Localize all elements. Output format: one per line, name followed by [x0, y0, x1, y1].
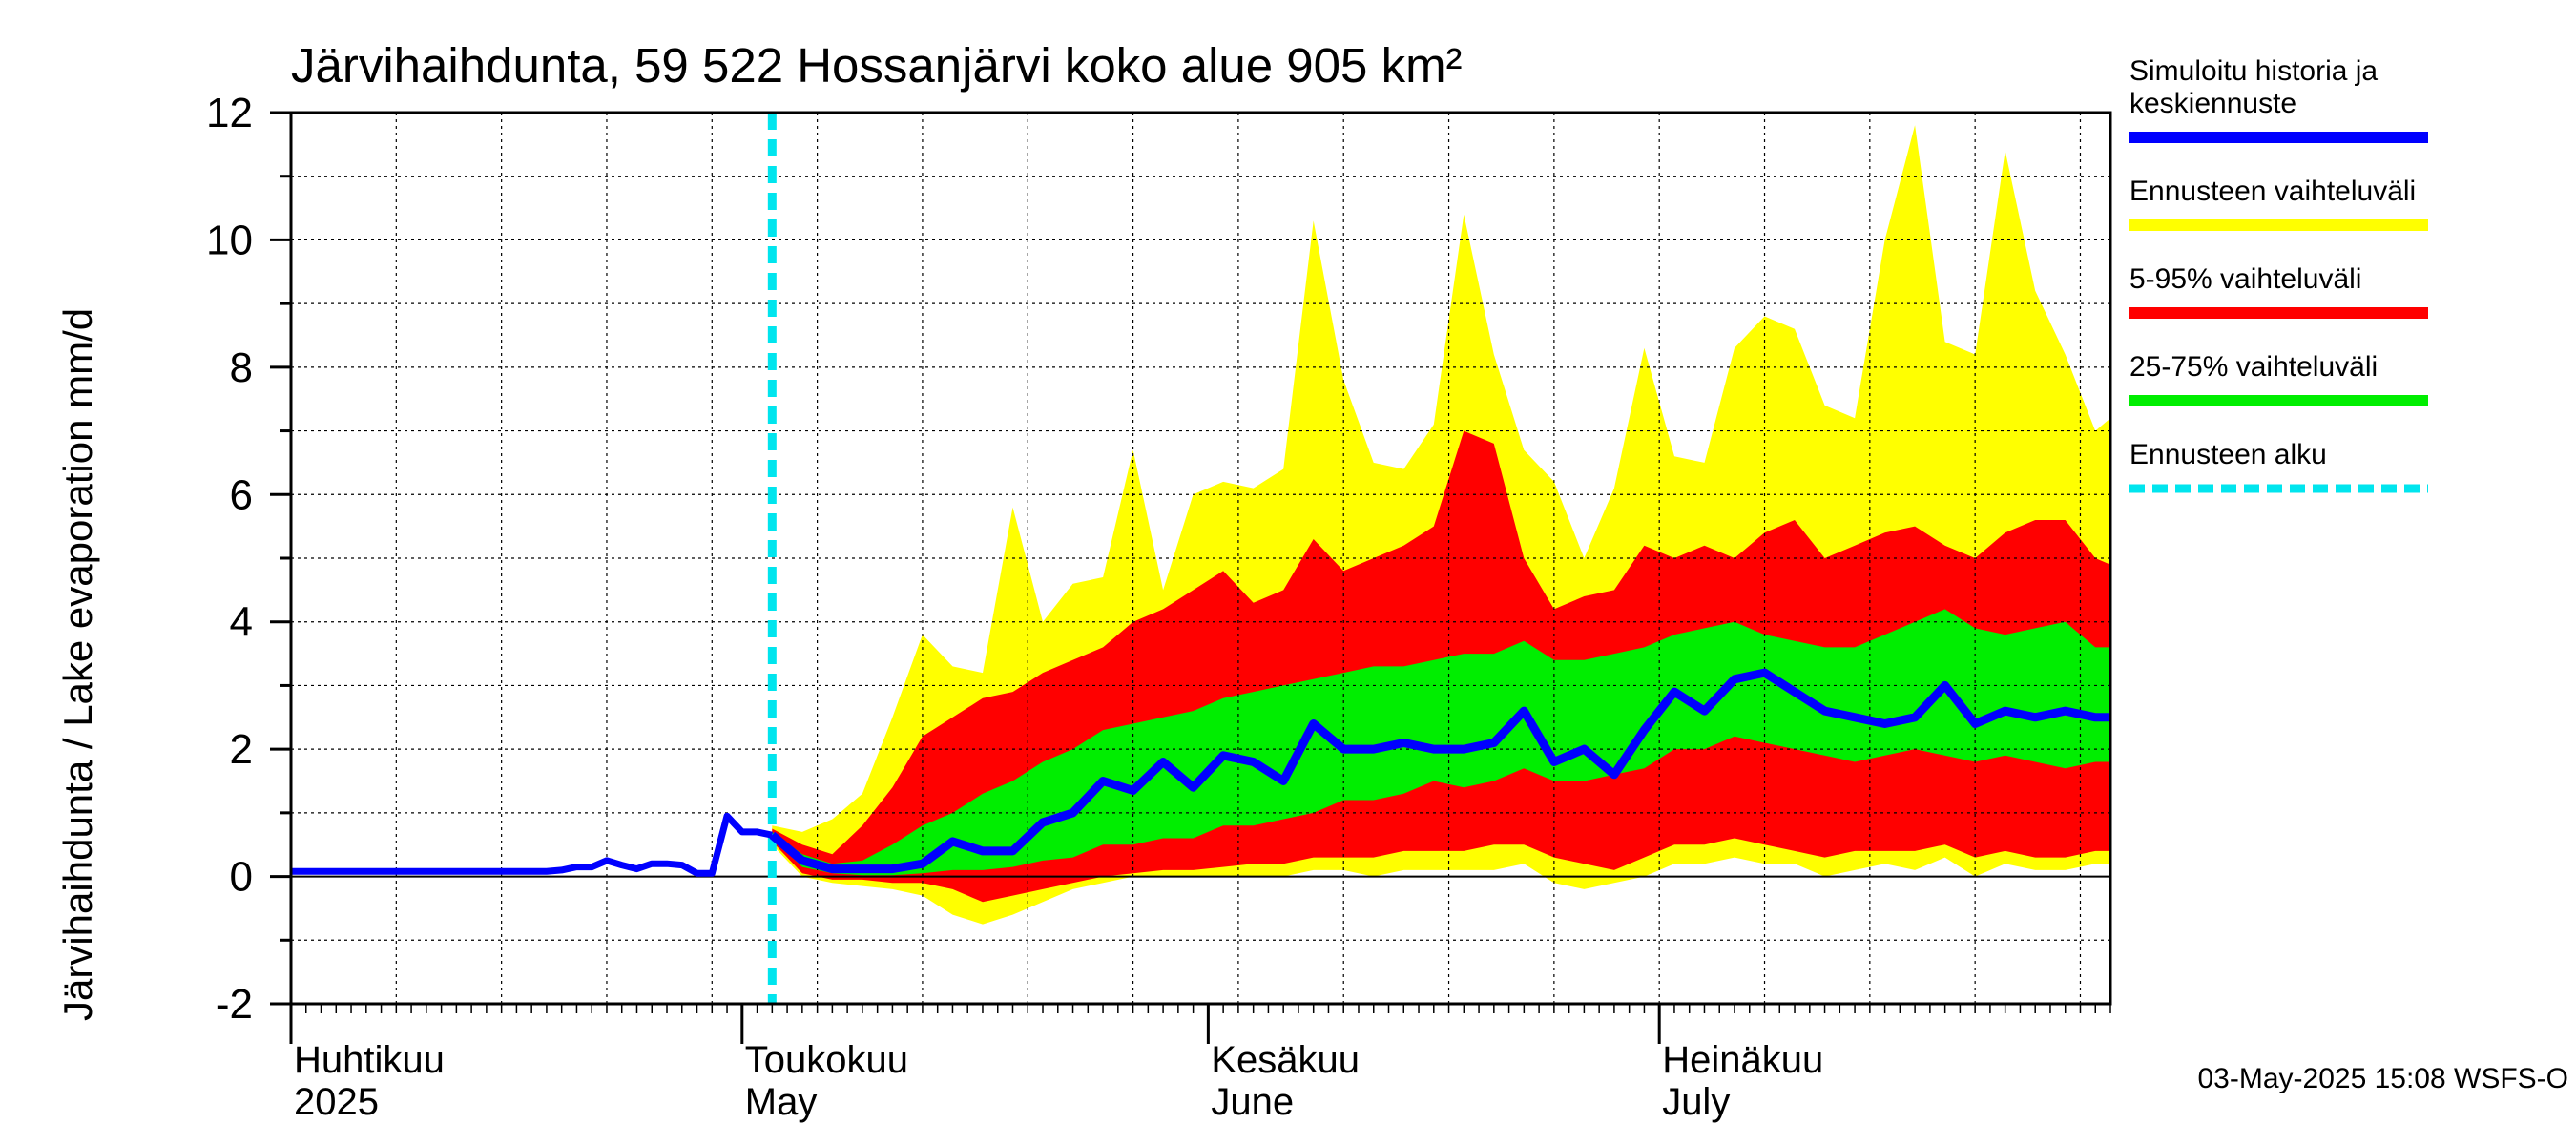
legend-label: keskiennuste [2129, 88, 2296, 119]
gridlines [291, 113, 2110, 1004]
plot-area [289, 111, 2112, 1006]
y-tick-label: 12 [206, 90, 253, 136]
chart-title: Järvihaihdunta, 59 522 Hossanjärvi koko … [291, 38, 1463, 93]
x-month-label: Huhtikuu [294, 1039, 445, 1081]
legend-label: Ennusteen vaihteluväli [2129, 176, 2416, 207]
x-month-label: Heinäkuu [1662, 1039, 1823, 1081]
y-tick-label: 6 [230, 471, 253, 518]
legend-label: Simuloitu historia ja [2129, 55, 2378, 87]
y-axis-label: Järvihaihdunta / Lake evaporation mm/d [55, 308, 100, 1021]
y-tick-label: 4 [230, 599, 253, 646]
y-tick-label: 8 [230, 344, 253, 391]
x-month-sublabel: 2025 [294, 1081, 379, 1123]
history-line [291, 812, 774, 877]
median-line [769, 668, 2110, 874]
x-month-label: Kesäkuu [1211, 1039, 1360, 1081]
y-tick-label: 10 [206, 217, 253, 263]
x-month-sublabel: July [1662, 1081, 1730, 1123]
y-tick-label: 2 [230, 726, 253, 773]
footer-timestamp: 03-May-2025 15:08 WSFS-O [2198, 1063, 2569, 1094]
y-tick-label: 0 [230, 854, 253, 901]
x-month-sublabel: May [745, 1081, 818, 1123]
y-axis: -2 0 2 4 6 8 10 12 [206, 90, 291, 1028]
legend-label: Ennusteen alku [2129, 439, 2327, 470]
x-month-label: Toukokuu [745, 1039, 908, 1081]
legend-label: 5-95% vaihteluväli [2129, 263, 2361, 295]
forecast-bands [772, 125, 2110, 925]
y-tick-label: -2 [216, 981, 253, 1028]
x-month-sublabel: June [1211, 1081, 1294, 1123]
legend-label: 25-75% vaihteluväli [2129, 351, 2378, 383]
